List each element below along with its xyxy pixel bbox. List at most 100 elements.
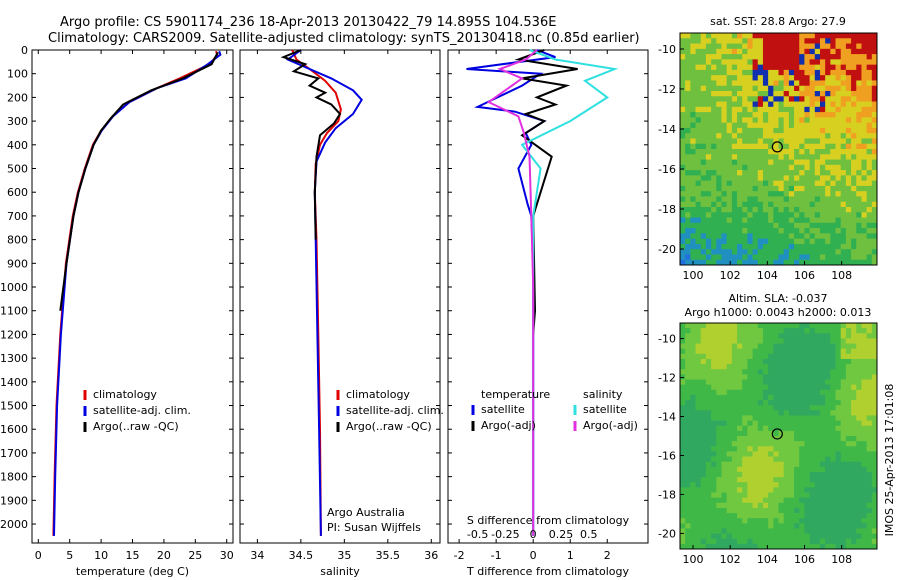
map-cell	[783, 96, 790, 102]
map-cell	[747, 323, 753, 329]
map-cell	[731, 138, 738, 145]
map-cell	[794, 410, 800, 416]
map-cell	[742, 389, 748, 396]
map-cell	[835, 180, 842, 187]
map-cell	[835, 101, 842, 108]
map-cell	[851, 243, 857, 250]
map-cell	[773, 364, 779, 370]
map-cell	[773, 101, 779, 108]
map-cell	[783, 497, 790, 504]
map-cell	[799, 338, 805, 344]
map-cell	[819, 164, 826, 171]
map-cell	[695, 164, 702, 171]
map-cell	[690, 38, 696, 44]
map-cell	[830, 379, 836, 386]
map-cell	[799, 471, 805, 478]
map-cell	[680, 502, 686, 509]
map-cell	[690, 353, 696, 360]
map-cell	[851, 185, 857, 192]
map-cell	[705, 405, 712, 411]
map-cell	[819, 96, 826, 102]
map-cell	[685, 379, 691, 386]
map-cell	[711, 358, 717, 365]
map-cell	[809, 425, 816, 432]
map-cell	[731, 451, 738, 457]
map-cell	[742, 180, 748, 187]
map-cell	[783, 405, 790, 411]
map-cell	[685, 217, 691, 224]
map-cell	[861, 233, 868, 240]
map-cell	[731, 33, 738, 39]
map-cell	[866, 117, 873, 124]
map-cell	[731, 48, 738, 55]
map-cell	[856, 127, 862, 134]
map-cell	[835, 394, 842, 401]
map-cell	[768, 389, 774, 396]
map-cell	[835, 405, 842, 411]
map-cell	[700, 238, 707, 245]
map-cell	[752, 69, 759, 76]
map-cell	[845, 441, 852, 447]
map-cell	[825, 410, 831, 416]
map-cell	[721, 436, 728, 442]
map-cell	[742, 85, 748, 92]
map-cell	[773, 69, 779, 76]
map-cell	[783, 228, 790, 234]
map-cell	[845, 446, 852, 452]
map-cell	[700, 196, 707, 203]
map-cell	[742, 446, 748, 452]
map-cell	[819, 101, 826, 108]
map-cell	[690, 170, 696, 176]
map-cell	[695, 328, 702, 334]
map-cell	[700, 191, 707, 197]
map-cell	[825, 59, 831, 66]
map-cell	[825, 133, 831, 139]
map-cell	[695, 201, 702, 208]
map-cell	[809, 523, 816, 529]
map-cell	[851, 112, 857, 118]
map-cell	[731, 75, 738, 81]
map-cell	[721, 471, 728, 478]
map-cell	[747, 502, 753, 509]
map-cell	[700, 492, 707, 499]
map-cell	[685, 106, 691, 113]
map-cell	[866, 196, 873, 203]
map-cell	[737, 170, 743, 176]
map-cell	[685, 80, 691, 87]
map-cell	[762, 249, 769, 255]
map-cell	[851, 461, 857, 468]
map-cell	[861, 217, 868, 224]
map-cell	[835, 389, 842, 396]
map-cell	[721, 96, 728, 102]
map-cell	[809, 364, 816, 370]
y-tick-label: 100	[7, 68, 28, 81]
map-cell	[752, 538, 759, 545]
map-cell	[778, 502, 785, 509]
map-cell	[799, 43, 805, 50]
map-cell	[762, 112, 769, 118]
map-cell	[825, 518, 831, 524]
map-cell	[737, 518, 743, 524]
map-cell	[851, 38, 857, 44]
map-cell	[866, 133, 873, 139]
map-cell	[809, 389, 816, 396]
map-cell	[835, 243, 842, 250]
map-cell	[705, 48, 712, 55]
map-cell	[783, 482, 790, 488]
map-cell	[866, 254, 873, 261]
map-cell	[726, 159, 733, 166]
map-cell	[866, 507, 873, 514]
map-cell	[737, 154, 743, 160]
map-cell	[851, 212, 857, 218]
map-cell	[814, 441, 821, 447]
map-cell	[711, 238, 717, 245]
map-cell	[871, 233, 878, 240]
map-cell	[731, 394, 738, 401]
map-cell	[695, 507, 702, 514]
map-cell	[783, 338, 790, 344]
map-cell	[685, 369, 691, 375]
map-cell	[762, 430, 769, 437]
map-cell	[711, 48, 717, 55]
map-cell	[830, 38, 836, 44]
map-cell	[861, 33, 868, 39]
